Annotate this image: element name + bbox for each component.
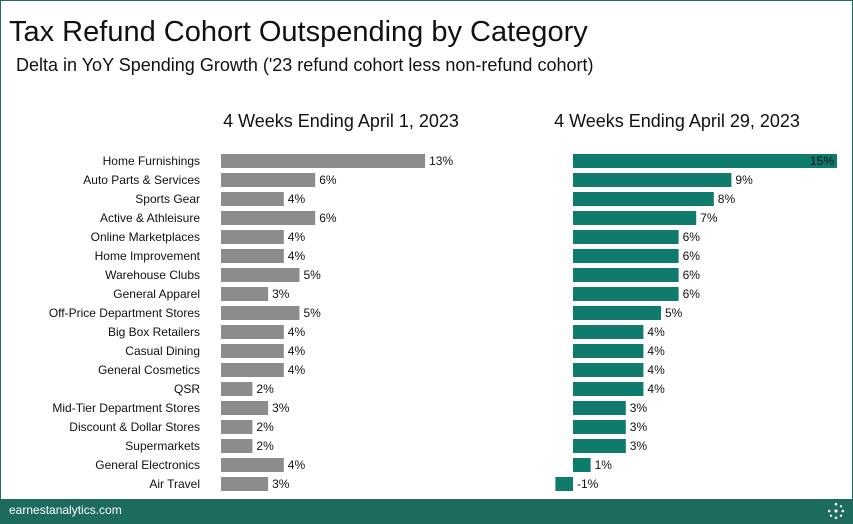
panel2-bar: [573, 382, 644, 396]
panel1-data-label: 3%: [272, 477, 290, 491]
panel2-bar: [573, 268, 679, 282]
panel2-data-label: 3%: [630, 439, 648, 453]
panel1-title: 4 Weeks Ending April 1, 2023: [223, 111, 459, 131]
category-label: Home Furnishings: [103, 154, 200, 168]
panel2-bar: [573, 401, 626, 415]
panel2-bar: [573, 249, 679, 263]
panel2-data-label: 6%: [683, 287, 701, 301]
footer-bar: earnestanalytics.com: [1, 499, 852, 523]
panel2-bar: [573, 230, 679, 244]
panel1-data-label: 3%: [272, 287, 290, 301]
panel2-title: 4 Weeks Ending April 29, 2023: [554, 111, 800, 131]
panel2-bar: [573, 344, 644, 358]
panel2-bar: [573, 325, 644, 339]
category-label: Off-Price Department Stores: [49, 306, 200, 320]
category-label: Active & Athleisure: [100, 211, 200, 225]
panel1-bar: [221, 287, 269, 301]
panel1-data-label: 3%: [272, 401, 290, 415]
bar-chart: Home Furnishings Auto Parts & Services Spo…: [49, 111, 837, 491]
panel1-data-label: 13%: [429, 154, 453, 168]
panel1-data-label: 4%: [288, 325, 306, 339]
panel1-data-label: 6%: [319, 173, 337, 187]
panel1-bar: [221, 325, 284, 339]
panel1-bar: [221, 382, 253, 396]
panel1-data-label: 5%: [304, 306, 322, 320]
panel2-data-label: 9%: [735, 173, 753, 187]
category-label: Sports Gear: [135, 192, 200, 206]
panel2-data-label: 5%: [665, 306, 683, 320]
panel1-bar: [221, 439, 253, 453]
panel1-bar: [221, 344, 284, 358]
panel1-data-label: 4%: [288, 458, 306, 472]
category-label: Warehouse Clubs: [105, 268, 200, 282]
panel2-bar: [573, 420, 626, 434]
panel1-bar: [221, 458, 284, 472]
panel2-data-label: 15%: [810, 154, 834, 168]
panel1-bar: [221, 173, 316, 187]
panel2-data-label: 3%: [630, 401, 648, 415]
panel1-bar: [221, 477, 269, 491]
category-label: Casual Dining: [125, 344, 200, 358]
panel2-bar: [573, 363, 644, 377]
panel2-data-label: 6%: [683, 230, 701, 244]
category-label: Mid-Tier Department Stores: [52, 401, 200, 415]
panel1-data-label: 4%: [288, 230, 306, 244]
panel1-bar: [221, 306, 300, 320]
panel2-bar: [573, 154, 837, 168]
category-label: Online Marketplaces: [91, 230, 200, 244]
panel2-data-label: 4%: [647, 344, 665, 358]
category-label: General Electronics: [95, 458, 200, 472]
category-label: General Apparel: [113, 287, 200, 301]
panel2-bar: [573, 192, 714, 206]
panel1-bar: [221, 420, 253, 434]
panel2-data-label: 4%: [647, 325, 665, 339]
chart-subtitle: Delta in YoY Spending Growth ('23 refund…: [16, 55, 594, 75]
panel2-bar: [555, 477, 573, 491]
category-label: Big Box Retailers: [108, 325, 200, 339]
panel2-bar: [573, 306, 661, 320]
panel2-data-label: 6%: [683, 249, 701, 263]
panel1-bar: [221, 363, 284, 377]
panel1-bar: [221, 230, 284, 244]
panel1-data-label: 4%: [288, 249, 306, 263]
panel2-data-label: 4%: [647, 382, 665, 396]
chart-title: Tax Refund Cohort Outspending by Categor…: [9, 16, 588, 48]
category-label: Home Improvement: [95, 249, 201, 263]
panel2-data-label: -1%: [577, 477, 599, 491]
panel2-bar: [573, 211, 697, 225]
category-label: Auto Parts & Services: [83, 173, 200, 187]
panel1-bar: [221, 268, 300, 282]
panel1-bar: [221, 192, 284, 206]
panel1-data-label: 4%: [288, 192, 306, 206]
footer-brand-text[interactable]: earnestanalytics.com: [9, 503, 122, 517]
panel1-data-label: 5%: [304, 268, 322, 282]
earnest-logo-icon: [827, 502, 845, 520]
panel1-data-label: 2%: [256, 439, 274, 453]
panel1-data-label: 4%: [288, 363, 306, 377]
category-label: Air Travel: [149, 477, 200, 491]
panel2-data-label: 6%: [683, 268, 701, 282]
panel2-data-label: 7%: [700, 211, 718, 225]
category-label: General Cosmetics: [98, 363, 200, 377]
panel2-bar: [573, 439, 626, 453]
panel1-bar: [221, 154, 426, 168]
category-label: QSR: [174, 382, 200, 396]
panel1-data-label: 4%: [288, 344, 306, 358]
category-label: Discount & Dollar Stores: [69, 420, 200, 434]
panel2-bar: [573, 173, 732, 187]
panel2-data-label: 4%: [647, 363, 665, 377]
panel1-data-label: 6%: [319, 211, 337, 225]
category-label: Supermarkets: [125, 439, 200, 453]
panel1-bar: [221, 211, 316, 225]
panel1-bar: [221, 401, 269, 415]
panel2-data-label: 1%: [595, 458, 613, 472]
panel1-bar: [221, 249, 284, 263]
panel2-bar: [573, 287, 679, 301]
panel2-data-label: 8%: [718, 192, 736, 206]
panel2-bar: [573, 458, 591, 472]
panel1-data-label: 2%: [256, 382, 274, 396]
panel1-data-label: 2%: [256, 420, 274, 434]
panel2-data-label: 3%: [630, 420, 648, 434]
